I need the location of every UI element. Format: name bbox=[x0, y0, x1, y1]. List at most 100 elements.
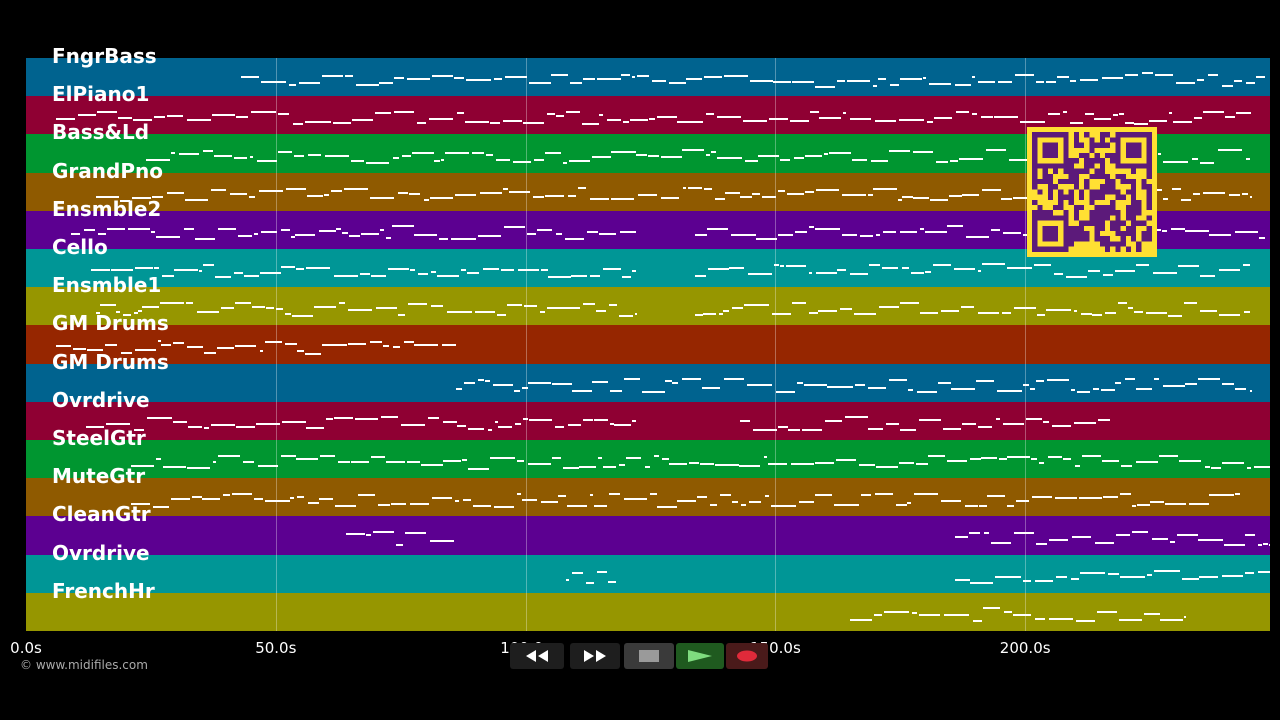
midi-note bbox=[1127, 307, 1134, 310]
qr-module bbox=[1084, 153, 1090, 159]
midi-note bbox=[478, 379, 485, 382]
track-lane[interactable] bbox=[26, 325, 1270, 365]
midi-note bbox=[404, 532, 427, 535]
midi-note bbox=[676, 500, 696, 503]
midi-note bbox=[809, 271, 813, 274]
record-button[interactable] bbox=[726, 643, 768, 669]
midi-note bbox=[523, 305, 538, 308]
midi-note bbox=[1054, 272, 1063, 275]
midi-note bbox=[591, 156, 612, 159]
qr-module bbox=[1042, 153, 1048, 159]
midi-note bbox=[1211, 467, 1222, 470]
qr-module bbox=[1131, 168, 1137, 174]
midi-note bbox=[1124, 121, 1135, 124]
midi-note bbox=[707, 227, 728, 230]
midi-note bbox=[940, 310, 960, 313]
midi-note bbox=[850, 619, 873, 622]
midi-note bbox=[307, 154, 322, 157]
qr-module bbox=[1032, 137, 1038, 143]
midi-note bbox=[210, 424, 236, 427]
midi-note bbox=[706, 153, 710, 156]
midi-note bbox=[682, 186, 686, 189]
midi-note bbox=[715, 198, 725, 201]
midi-note bbox=[298, 82, 321, 85]
qr-module bbox=[1047, 132, 1053, 138]
midi-note bbox=[1176, 81, 1196, 84]
qr-module bbox=[1084, 158, 1090, 164]
qr-module bbox=[1094, 220, 1100, 226]
qr-module bbox=[1047, 184, 1053, 190]
midi-note bbox=[987, 495, 1005, 498]
midi-note bbox=[1178, 460, 1202, 463]
qr-module bbox=[1125, 142, 1131, 148]
midi-note bbox=[1070, 79, 1076, 82]
track-lane[interactable] bbox=[26, 554, 1270, 594]
track-lane[interactable] bbox=[26, 592, 1270, 631]
midi-note bbox=[968, 532, 980, 535]
midi-note bbox=[1192, 192, 1201, 195]
stop-button[interactable] bbox=[624, 643, 674, 669]
midi-note bbox=[877, 78, 887, 81]
midi-note bbox=[1003, 610, 1013, 613]
midi-note bbox=[427, 416, 440, 419]
qr-module bbox=[1032, 163, 1038, 169]
midi-note bbox=[668, 463, 688, 465]
midi-note bbox=[768, 462, 788, 465]
midi-note bbox=[414, 233, 438, 236]
midi-note bbox=[479, 191, 503, 194]
midi-note bbox=[467, 467, 489, 470]
midi-note bbox=[1052, 424, 1071, 427]
midi-note bbox=[926, 121, 933, 124]
midi-note bbox=[752, 193, 761, 196]
midi-note bbox=[763, 456, 767, 459]
midi-note bbox=[306, 267, 331, 270]
qr-module bbox=[1146, 189, 1152, 195]
track-lane[interactable] bbox=[26, 401, 1270, 441]
qr-module bbox=[1146, 132, 1152, 138]
qr-module bbox=[1047, 153, 1053, 159]
qr-module bbox=[1125, 205, 1131, 211]
midi-note bbox=[231, 493, 252, 496]
qr-module bbox=[1084, 184, 1090, 190]
fast-forward-button[interactable] bbox=[570, 643, 620, 669]
midi-note bbox=[375, 111, 391, 114]
midi-note bbox=[202, 497, 221, 500]
qr-module bbox=[1146, 225, 1152, 231]
track-lane[interactable] bbox=[26, 363, 1270, 403]
track-lane[interactable] bbox=[26, 58, 1270, 98]
qr-module bbox=[1094, 225, 1100, 231]
midi-note bbox=[1234, 230, 1259, 233]
qr-module bbox=[1105, 184, 1111, 190]
midi-note bbox=[365, 161, 390, 164]
track-lane[interactable] bbox=[26, 440, 1270, 480]
play-button[interactable] bbox=[676, 643, 724, 669]
qr-module bbox=[1063, 194, 1069, 200]
rewind-button[interactable] bbox=[510, 643, 564, 669]
midi-note bbox=[753, 428, 778, 431]
qr-module bbox=[1125, 225, 1131, 231]
qr-module bbox=[1146, 163, 1152, 169]
midi-note bbox=[581, 122, 599, 125]
midi-note bbox=[1209, 233, 1232, 236]
track-lane[interactable] bbox=[26, 287, 1270, 327]
midi-note bbox=[281, 454, 296, 457]
qr-module bbox=[1047, 231, 1053, 237]
midi-note bbox=[625, 457, 642, 460]
midi-note bbox=[975, 380, 995, 383]
qr-module bbox=[1115, 215, 1121, 221]
midi-note bbox=[438, 238, 448, 241]
track-name-label: ElPiano1 bbox=[52, 82, 150, 107]
midi-note bbox=[73, 348, 87, 351]
midi-note bbox=[370, 455, 386, 458]
midi-note bbox=[819, 117, 842, 120]
qr-module bbox=[1037, 205, 1043, 211]
midi-note bbox=[528, 382, 551, 385]
midi-note bbox=[188, 425, 203, 428]
midi-note bbox=[1204, 465, 1210, 468]
midi-note bbox=[802, 429, 822, 432]
midi-note bbox=[431, 271, 436, 274]
midi-note bbox=[1249, 111, 1252, 114]
midi-note bbox=[548, 275, 571, 278]
qr-module bbox=[1131, 215, 1137, 221]
midi-note bbox=[1119, 112, 1125, 115]
